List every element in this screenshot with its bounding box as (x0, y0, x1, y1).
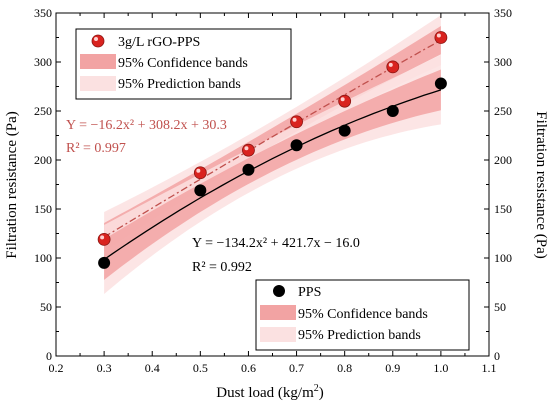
rgo-pps-fit-curve (103, 39, 442, 238)
data-points (97, 31, 448, 269)
rgo-pps-point (290, 115, 303, 129)
pps-point (242, 163, 255, 176)
legend-pps-conf-label: 95% Confidence bands (298, 307, 428, 322)
x-tick-label: 0.8 (337, 361, 352, 375)
x-axis-title: Dust load (kg/m2) (216, 383, 324, 401)
rgo-pps-point-highlight (340, 97, 345, 102)
y-tick-label-right: 300 (494, 55, 512, 69)
y-tick-label-right: 0 (494, 349, 500, 363)
rgo-pps-point (386, 60, 400, 74)
rgo-pps-point (242, 143, 255, 157)
legend-rgo-pps-frame (75, 28, 292, 100)
x-tick-label: 0.2 (49, 361, 64, 375)
x-tick-label: 1.0 (433, 361, 448, 375)
x-axis-title-superscript: 2 (314, 383, 319, 394)
legend-rgo-pps-pred-label: 95% Prediction bands (118, 77, 241, 92)
confidence-prediction-bands (104, 15, 441, 295)
rgo-pps-equation: Y = −16.2x² + 308.2x + 30.3 (66, 118, 227, 133)
rgo-pps-point-highlight (292, 117, 297, 122)
y-tick-label-left: 150 (34, 202, 52, 216)
pps-confidence-band (104, 69, 441, 280)
x-tick-label: 0.7 (289, 361, 304, 375)
legend-rgo-pps-label: 3g/L rGO-PPS (118, 35, 200, 50)
rgo-pps-r2: R² = 0.997 (66, 141, 126, 156)
rgo-pps-point-highlight (196, 168, 201, 173)
legend-rgo-pps-pred-swatch (80, 76, 116, 91)
legend-pps-conf-swatch (260, 305, 296, 320)
x-tick-label: 1.1 (482, 361, 497, 375)
rgo-pps-point-highlight (100, 235, 105, 240)
rgo-pps-point-highlight (244, 146, 249, 151)
y-tick-label-left: 350 (34, 6, 52, 20)
y-tick-label-left: 0 (46, 349, 52, 363)
pps-point (98, 256, 111, 269)
legend-rgo-pps-marker (91, 34, 105, 48)
y-tick-label-right: 350 (494, 6, 512, 20)
pps-point (338, 124, 351, 137)
y-tick-label-left: 50 (40, 300, 52, 314)
pps-equation: Y = −134.2x² + 421.7x − 16.0 (192, 236, 360, 251)
pps-point (434, 77, 447, 90)
pps-r2: R² = 0.992 (192, 260, 252, 275)
y-tick-label-right: 50 (494, 300, 506, 314)
y-axis-title-left: Filtration resistance (Pa) (4, 111, 20, 258)
rgo-pps-point-highlight (388, 62, 393, 67)
y-tick-label-left: 200 (34, 153, 52, 167)
x-tick-label: 0.6 (241, 361, 256, 375)
rgo-pps-point (434, 31, 448, 44)
pps-point (194, 184, 207, 197)
x-tick-label: 0.4 (145, 361, 160, 375)
x-tick-label: 0.9 (385, 361, 400, 375)
legend-pps-pred-label: 95% Prediction bands (298, 328, 421, 343)
legend-pps-label: PPS (298, 285, 321, 300)
x-axis-title-end: ) (319, 385, 324, 401)
legend-rgo-pps-conf-swatch (80, 54, 116, 69)
legend-pps-marker (273, 285, 285, 297)
pps-point (290, 139, 303, 152)
x-tick-label: 0.5 (193, 361, 208, 375)
legend-pps-frame (255, 279, 470, 351)
y-tick-label-left: 100 (34, 251, 52, 265)
fit-curves (103, 39, 442, 261)
pps-point (386, 105, 399, 117)
rgo-pps-point (338, 94, 352, 108)
rgo-pps-point-highlight (436, 33, 441, 38)
y-tick-label-left: 300 (34, 55, 52, 69)
pps-fit-curve (103, 89, 442, 261)
x-tick-label: 0.3 (97, 361, 112, 375)
rgo-pps-point (97, 232, 111, 246)
y-tick-label-right: 150 (494, 202, 512, 216)
y-tick-label-right: 200 (494, 153, 512, 167)
y-axis-title-right: Filtration resistance (Pa) (533, 111, 549, 258)
y-tick-label-right: 100 (494, 251, 512, 265)
y-tick-label-left: 250 (34, 104, 52, 118)
rgo-pps-point (193, 166, 207, 180)
legend-pps-pred-swatch (260, 327, 296, 342)
legend-rgo-pps-marker-highlight (94, 37, 98, 41)
legend-rgo-pps: 3g/L rGO-PPS 95% Confidence bands 95% Pr… (75, 28, 292, 100)
legend-pps: PPS 95% Confidence bands 95% Prediction … (255, 279, 470, 351)
legend-rgo-pps-conf-label: 95% Confidence bands (118, 56, 248, 71)
y-tick-label-right: 250 (494, 104, 512, 118)
